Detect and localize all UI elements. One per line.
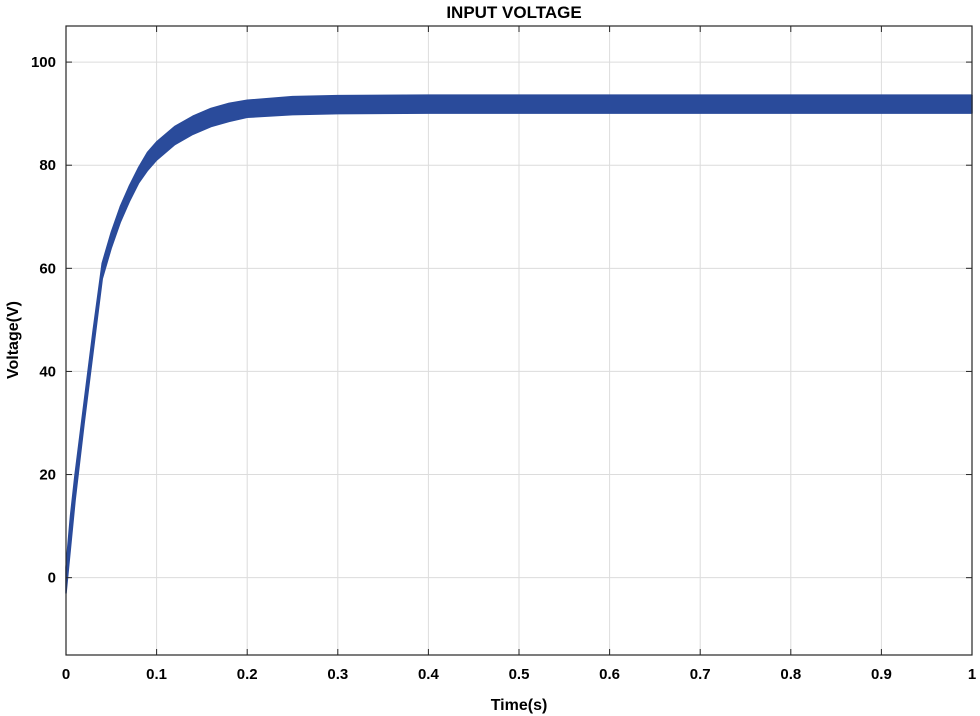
chart-title: INPUT VOLTAGE (446, 3, 581, 22)
x-tick-label: 0.1 (146, 666, 167, 683)
x-tick-label: 1 (968, 666, 976, 683)
x-tick-label: 0.3 (327, 666, 348, 683)
y-tick-label: 100 (31, 54, 56, 71)
x-tick-label: 0.8 (780, 666, 801, 683)
x-tick-label: 0.2 (237, 666, 258, 683)
ticks (65, 26, 973, 655)
y-tick-label: 60 (39, 260, 56, 277)
y-tick-label: 20 (39, 467, 56, 484)
y-tick-label: 40 (39, 363, 56, 380)
x-tick-label: 0.6 (599, 666, 620, 683)
x-axis-label: Time(s) (491, 697, 548, 714)
x-tick-label: 0.9 (871, 666, 892, 683)
tick-labels: 0 0.1 0.2 0.3 0.4 0.5 0.6 0.7 0.8 0.9 1 0 20 40 60 80 10… (31, 54, 976, 683)
y-axis-label: Voltage(V) (5, 301, 22, 379)
x-tick-label: 0.5 (509, 666, 530, 683)
y-tick-label: 0 (48, 570, 56, 587)
y-tick-label: 80 (39, 157, 56, 174)
x-tick-label: 0.4 (418, 666, 440, 683)
x-tick-label: 0 (62, 666, 70, 683)
x-tick-label: 0.7 (690, 666, 711, 683)
